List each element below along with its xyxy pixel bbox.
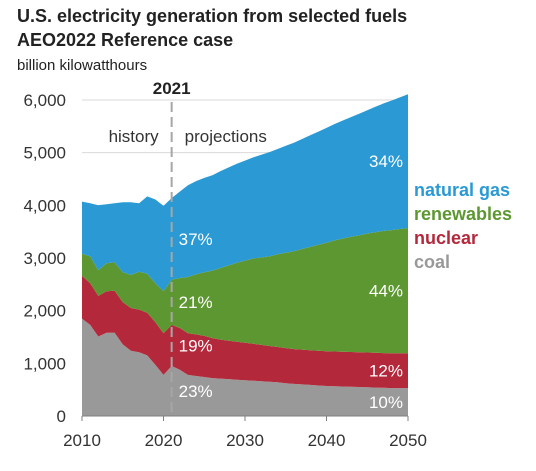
stacked-areas: [82, 94, 408, 416]
x-tick-label: 2040: [308, 431, 346, 450]
share-label-coal: 10%: [369, 393, 403, 412]
area-coal: [82, 318, 408, 416]
share-labels: 37% 21% 19% 23% 34% 44% 12% 10%: [179, 152, 403, 412]
x-tick-label: 2050: [389, 431, 427, 450]
chart-subtitle: AEO2022 Reference case: [17, 30, 234, 50]
y-tick-label: 3,000: [23, 249, 66, 268]
y-tick-label: 0: [57, 407, 66, 426]
legend-item-natural-gas: natural gas: [414, 180, 510, 200]
share-label-nuclear: 12%: [369, 362, 403, 381]
axes: 2010 2020 2030 2040 2050 0 1,000 2,000 3,000 4,00…: [23, 91, 426, 450]
legend: natural gas renewables nuclear coal: [414, 180, 512, 272]
chart-title: U.S. electricity generation from selecte…: [17, 6, 408, 26]
share-label-natural-gas: 34%: [369, 152, 403, 171]
area-nuclear: [82, 275, 408, 389]
area-renewables: [82, 228, 408, 354]
share-label-natural-gas: 37%: [179, 230, 213, 249]
y-tick-label: 2,000: [23, 302, 66, 321]
x-tick-label: 2010: [63, 431, 101, 450]
share-label-coal: 23%: [179, 382, 213, 401]
divider-year-label: 2021: [153, 79, 191, 98]
share-label-renewables: 44%: [369, 282, 403, 301]
y-tick-label: 6,000: [23, 91, 66, 110]
x-tick-label: 2030: [226, 431, 264, 450]
y-axis-units-label: billion kilowatthours: [17, 57, 148, 74]
legend-item-nuclear: nuclear: [414, 228, 478, 248]
legend-item-renewables: renewables: [414, 204, 512, 224]
share-label-renewables: 21%: [179, 293, 213, 312]
x-tick-label: 2020: [145, 431, 183, 450]
area-natural-gas: [82, 94, 408, 292]
history-label: history: [109, 127, 160, 146]
projection-divider: 2021 history projections: [109, 79, 267, 416]
legend-item-coal: coal: [414, 252, 450, 272]
share-label-nuclear: 19%: [179, 336, 213, 355]
y-tick-label: 4,000: [23, 196, 66, 215]
y-tick-label: 1,000: [23, 354, 66, 373]
y-tick-label: 5,000: [23, 144, 66, 163]
projections-label: projections: [185, 127, 267, 146]
